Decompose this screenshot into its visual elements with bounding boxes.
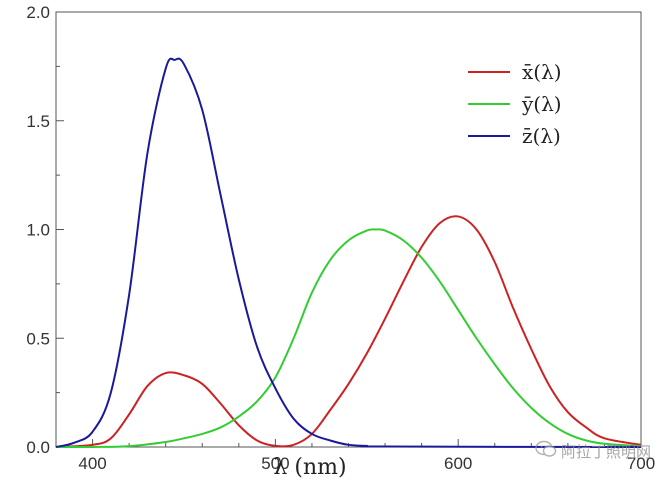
x-tick-label: 600: [444, 454, 472, 473]
x-tick-label: 400: [78, 454, 106, 473]
x-tick-label: 700: [627, 454, 655, 473]
y-bar-curve: [56, 228, 642, 448]
legend-label: ȳ(λ): [521, 92, 562, 116]
z-bar-curve: [55, 57, 642, 448]
x-bar-curve: [55, 215, 642, 448]
x-axis-label: λ (nm): [273, 455, 346, 480]
wechat-icon: [535, 440, 557, 462]
curves: [55, 57, 642, 448]
x-axis-ticks: 400 500 600 700: [55, 439, 655, 473]
y-axis-ticks: 0.0 0.5 1.0 1.5 2.0: [26, 3, 64, 457]
x-tick-label: 500: [261, 454, 289, 473]
watermark-text: 阿拉丁照明网: [560, 442, 651, 461]
y-tick-label: 1.0: [26, 221, 50, 240]
legend-label: x̄(λ): [522, 60, 562, 84]
y-tick-label: 0.0: [26, 438, 50, 457]
y-tick-label: 2.0: [26, 3, 50, 22]
watermark: 阿拉丁照明网: [535, 440, 651, 462]
legend: x̄(λ) ȳ(λ) z̄(λ): [468, 60, 562, 148]
y-tick-label: 0.5: [26, 329, 50, 348]
y-tick-label: 1.5: [26, 112, 50, 131]
legend-label: z̄(λ): [522, 124, 561, 148]
